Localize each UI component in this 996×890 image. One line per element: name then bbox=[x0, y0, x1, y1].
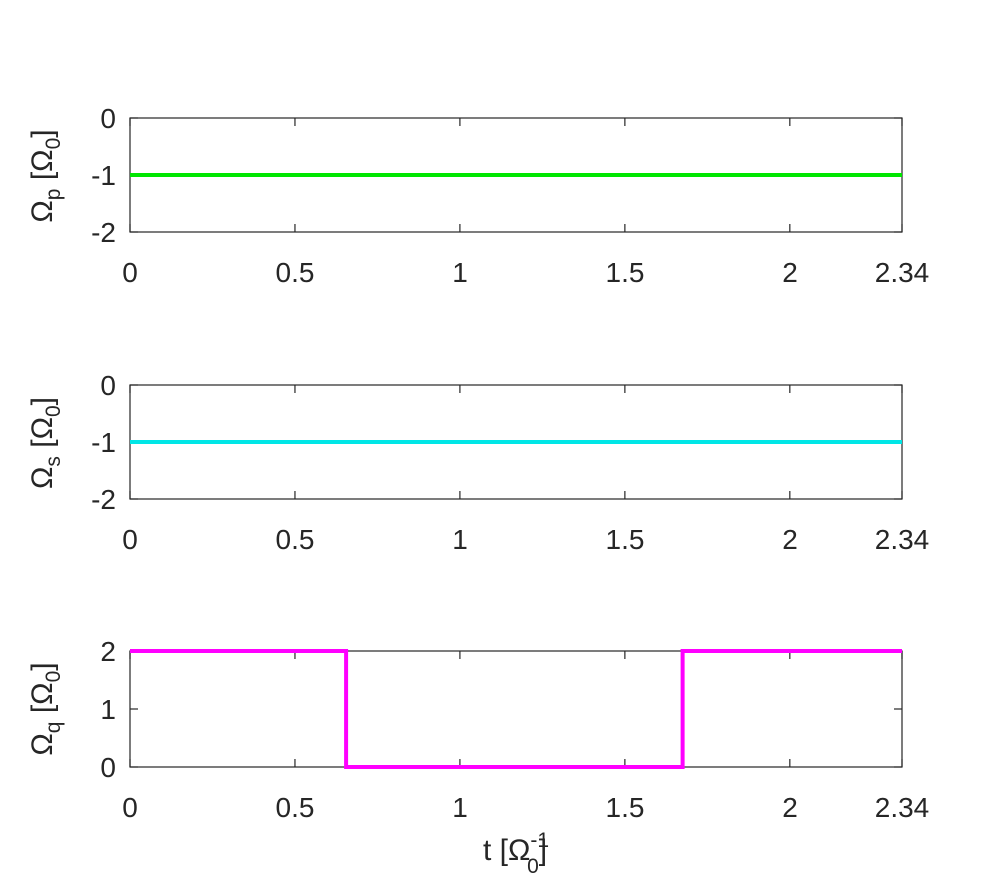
xtick-label-p-5: 2.34 bbox=[875, 257, 930, 288]
ylabel-p-unit-close: ] bbox=[26, 129, 59, 137]
ylabel-s: Ωs [Ω0] bbox=[26, 397, 65, 489]
xtick-label-q-5: 2.34 bbox=[875, 792, 930, 823]
panel-omega-s: 0 -1 -2 0 0.5 1 1.5 2 2.34 Ωs [Ω0] bbox=[26, 370, 929, 555]
ylabel-q-sym: Ω bbox=[26, 733, 59, 755]
ylabel-p-unit-sub: 0 bbox=[42, 138, 65, 150]
xtick-label-p-0: 0 bbox=[122, 257, 138, 288]
xtick-label-s-3: 1.5 bbox=[606, 524, 645, 555]
ylabel-s-sub: s bbox=[42, 456, 65, 467]
ylabel-q-unit-sub: 0 bbox=[42, 671, 65, 683]
xlabel-q-close: ] bbox=[539, 834, 547, 867]
xtick-label-s-5: 2.34 bbox=[875, 524, 930, 555]
xtick-label-s-0: 0 bbox=[122, 524, 138, 555]
series-line-q-0 bbox=[130, 649, 902, 769]
xlabel-q-sup: -1 bbox=[530, 829, 549, 852]
xtick-label-s-2: 1 bbox=[452, 524, 468, 555]
ytick-label-q-0: 2 bbox=[100, 636, 116, 667]
ytick-label-s-2: -2 bbox=[91, 484, 116, 515]
ylabel-s-unit-close: ] bbox=[26, 397, 59, 405]
xlabel-q-sub: 0 bbox=[527, 855, 539, 878]
xlabel-q-sym: t [Ω bbox=[483, 834, 530, 867]
ylabel-p-unit-open: [Ω bbox=[26, 149, 59, 188]
ylabel-s-sym: Ω bbox=[26, 467, 59, 489]
xtick-label-p-2: 1 bbox=[452, 257, 468, 288]
ytick-label-s-0: 0 bbox=[100, 370, 116, 401]
ylabel-p-sym: Ω bbox=[26, 200, 59, 222]
ytick-label-q-1: 1 bbox=[100, 694, 116, 725]
ytick-label-s-1: -1 bbox=[91, 427, 116, 458]
panel-omega-p: 0 -1 -2 0 0.5 1 1.5 2 2.34 Ωp [Ω0] bbox=[26, 103, 929, 288]
xtick-label-p-1: 0.5 bbox=[276, 257, 315, 288]
ytick-label-p-2: -2 bbox=[91, 217, 116, 248]
xtick-label-q-4: 2 bbox=[782, 792, 798, 823]
ytick-label-q-2: 0 bbox=[100, 752, 116, 783]
ylabel-s-unit-sub: 0 bbox=[42, 405, 65, 417]
xtick-label-p-4: 2 bbox=[782, 257, 798, 288]
ylabel-p-sub: p bbox=[42, 189, 65, 201]
ylabel-q-sub: q bbox=[42, 722, 65, 734]
ytick-label-p-1: -1 bbox=[91, 160, 116, 191]
xtick-label-s-4: 2 bbox=[782, 524, 798, 555]
ylabel-q-unit-close: ] bbox=[26, 662, 59, 670]
xtick-label-q-0: 0 bbox=[122, 792, 138, 823]
xtick-label-s-1: 0.5 bbox=[276, 524, 315, 555]
ylabel-p: Ωp [Ω0] bbox=[26, 129, 65, 222]
ytick-label-p-0: 0 bbox=[100, 103, 116, 134]
ylabel-s-unit-open: [Ω bbox=[26, 417, 59, 456]
panel-omega-q: 2 1 0 0 0.5 1 1.5 2 2.34 Ωq [Ω0] t [Ω-1 0… bbox=[26, 636, 929, 878]
xlabel-q: t [Ω-1 0] bbox=[483, 829, 549, 878]
ylabel-q: Ωq [Ω0] bbox=[26, 662, 65, 755]
xtick-label-p-3: 1.5 bbox=[606, 257, 645, 288]
xtick-label-q-1: 0.5 bbox=[276, 792, 315, 823]
xtick-label-q-2: 1 bbox=[452, 792, 468, 823]
ylabel-q-unit-open: [Ω bbox=[26, 682, 59, 721]
xtick-label-q-3: 1.5 bbox=[606, 792, 645, 823]
